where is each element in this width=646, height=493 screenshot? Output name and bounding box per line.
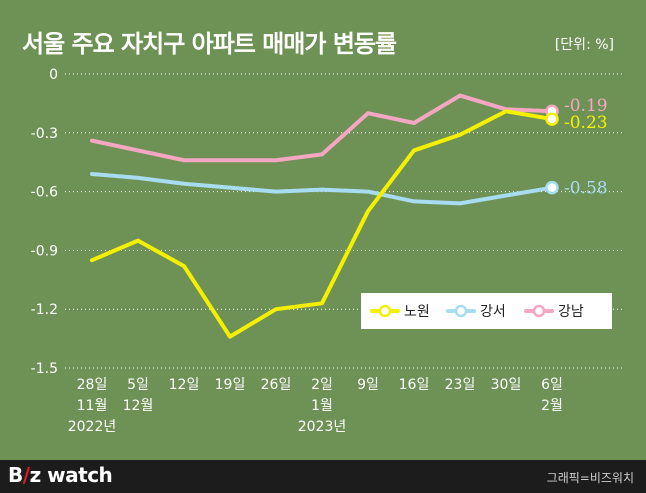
legend-item: 강남: [524, 304, 584, 320]
x-tick: 2일 1월 2023년: [298, 377, 347, 435]
series-end-label: -0.19: [564, 96, 608, 116]
x-tick-label: 2일: [311, 377, 333, 393]
legend-item: 강서: [446, 304, 506, 320]
footer-bar: B/z watch 그래픽=비즈워치: [0, 460, 646, 493]
y-tick-label: 0: [49, 67, 58, 83]
legend-label: 강남: [558, 304, 584, 320]
y-tick-label: -0.6: [31, 185, 58, 201]
x-tick-label: 9일: [357, 377, 379, 393]
x-tick-label: 11월: [77, 398, 108, 414]
series-end-label: -0.58: [564, 179, 608, 199]
x-tick-label: 23일: [445, 377, 476, 393]
x-tick-label: 1월: [311, 398, 333, 414]
x-tick-label: 30일: [491, 377, 522, 393]
x-tick: 30일: [491, 377, 522, 393]
x-tick-label: 12일: [169, 377, 200, 393]
x-tick: 26일: [261, 377, 292, 393]
x-tick-label: 16일: [399, 377, 430, 393]
x-tick-label: 6일: [541, 377, 563, 393]
y-tick-label: -0.3: [31, 126, 58, 142]
x-tick-label: 12월: [123, 398, 154, 414]
x-tick: 16일: [399, 377, 430, 393]
x-tick-label: 19일: [215, 377, 246, 393]
series-line-0: [90, 109, 554, 339]
x-tick: 19일: [215, 377, 246, 393]
unit-label: [단위: %]: [554, 37, 614, 53]
legend-swatch-marker: [532, 304, 546, 318]
brand-logo-pre: B: [8, 463, 23, 487]
brand-logo: B/z watch: [8, 463, 113, 487]
x-tick: 9일: [357, 377, 379, 393]
x-tick: 28일 11월 2022년: [68, 377, 117, 435]
y-tick-label: -1.2: [31, 302, 58, 318]
brand-logo-post: z watch: [29, 463, 113, 487]
legend: 노원 강서 강남: [361, 293, 612, 329]
series-end-label: -0.23: [564, 113, 608, 133]
graphic-credit: 그래픽=비즈워치: [546, 471, 634, 485]
legend-label: 강서: [480, 304, 506, 320]
series-line-2: [90, 93, 554, 163]
legend-item: 노원: [370, 304, 430, 320]
line-chart: 0-0.3-0.6-0.9-1.2-1.5 28일11월2022년5일12월12…: [31, 67, 622, 435]
series-end-marker: [545, 112, 559, 126]
x-tick-label: 5일: [127, 377, 149, 393]
y-axis-ticks: 0 -0.3 -0.6 -0.9 -1.2 -1.5: [31, 67, 58, 377]
x-tick: 12일: [169, 377, 200, 393]
x-tick: 23일: [445, 377, 476, 393]
legend-swatch-marker: [454, 304, 468, 318]
x-tick-label: 2022년: [68, 419, 117, 435]
chart-title: 서울 주요 자치구 아파트 매매가 변동률: [22, 30, 397, 58]
legend-box: [361, 293, 612, 329]
series-lines: [90, 93, 559, 339]
series-line-1: [90, 171, 554, 206]
legend-label: 노원: [404, 304, 430, 320]
y-tick-label: -1.5: [31, 361, 58, 377]
x-tick-label: 2월: [541, 398, 563, 414]
x-tick-label: 26일: [261, 377, 292, 393]
end-labels: -0.58 -0.19-0.23: [564, 96, 608, 198]
x-tick-label: 28일: [77, 377, 108, 393]
x-tick-label: 2023년: [298, 419, 347, 435]
brand-logo-slash: /: [22, 463, 30, 487]
legend-swatch-marker: [378, 304, 392, 318]
y-tick-label: -0.9: [31, 243, 58, 259]
series-end-marker: [545, 180, 559, 195]
